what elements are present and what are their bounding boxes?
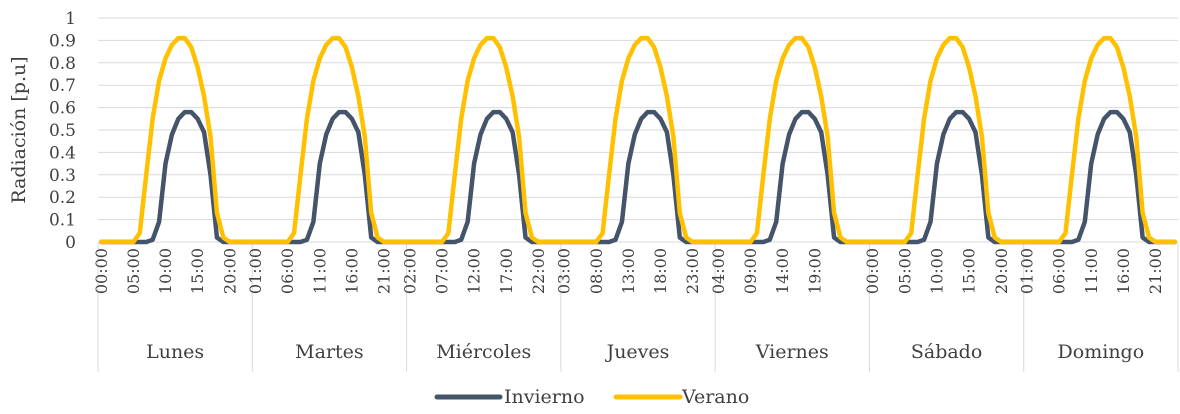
x-tick-label: 09:00 bbox=[741, 248, 760, 294]
day-label: Lunes bbox=[146, 341, 204, 363]
x-tick-label: 10:00 bbox=[928, 248, 947, 294]
legend-label: Invierno bbox=[504, 386, 585, 408]
day-label: Martes bbox=[295, 341, 364, 363]
day-label: Viernes bbox=[755, 341, 829, 363]
x-tick-label: 18:00 bbox=[651, 248, 670, 294]
x-tick-label: 14:00 bbox=[773, 248, 792, 294]
x-tick-label: 00:00 bbox=[863, 248, 882, 294]
x-tick-label: 06:00 bbox=[278, 248, 297, 294]
series-lines bbox=[98, 35, 1178, 245]
x-axis: Lunes 00:00 05:00 10:00 15:00 20:00 Martes 01:0… bbox=[92, 242, 1179, 372]
x-tick-label: 16:00 bbox=[1114, 248, 1133, 294]
y-tick-label: 0.6 bbox=[49, 99, 76, 119]
x-tick-label: 11:00 bbox=[310, 248, 329, 294]
day-label: Sábado bbox=[911, 341, 982, 363]
x-tick-label: 07:00 bbox=[433, 248, 452, 294]
day-label: Miércoles bbox=[436, 341, 531, 363]
day-label: Domingo bbox=[1058, 341, 1145, 363]
y-tick-label: 0 bbox=[65, 233, 76, 253]
series-line-invierno bbox=[98, 109, 1178, 245]
x-tick-label: 17:00 bbox=[497, 248, 516, 294]
series-line-verano bbox=[98, 35, 1178, 245]
legend-item-verano: Verano bbox=[613, 386, 749, 408]
y-axis: 00.1 0.20.3 0.40.50.6 0.70.8 0.91 bbox=[49, 9, 76, 253]
x-tick-label: 10:00 bbox=[156, 248, 175, 294]
y-tick-label: 0.1 bbox=[49, 211, 76, 231]
legend-label: Verano bbox=[681, 386, 749, 408]
x-tick-label: 15:00 bbox=[960, 248, 979, 294]
x-tick-label: 23:00 bbox=[683, 248, 702, 294]
y-tick-label: 0.8 bbox=[49, 54, 76, 74]
x-tick-label: 12:00 bbox=[465, 248, 484, 294]
x-tick-label: 21:00 bbox=[375, 248, 394, 294]
y-tick-label: 0.3 bbox=[49, 166, 76, 186]
y-axis-label: Radiación [p.u] bbox=[8, 56, 30, 203]
x-tick-label: 19:00 bbox=[805, 248, 824, 294]
x-tick-label: 04:00 bbox=[709, 248, 728, 294]
x-tick-label: 02:00 bbox=[400, 248, 419, 294]
day-label: Jueves bbox=[605, 341, 670, 363]
x-tick-label: 06:00 bbox=[1050, 248, 1069, 294]
y-tick-label: 0.5 bbox=[49, 121, 76, 141]
y-tick-label: 0.4 bbox=[49, 143, 76, 163]
legend-item-invierno: Invierno bbox=[434, 386, 585, 408]
y-tick-label: 1 bbox=[65, 9, 76, 29]
x-tick-label: 20:00 bbox=[992, 248, 1011, 294]
legend: Invierno Verano bbox=[434, 386, 749, 408]
x-tick-label: 01:00 bbox=[1018, 248, 1037, 294]
x-tick-label: 08:00 bbox=[587, 248, 606, 294]
x-tick-label: 15:00 bbox=[188, 248, 207, 294]
x-tick-label: 22:00 bbox=[529, 248, 548, 294]
x-tick-label: 05:00 bbox=[124, 248, 143, 294]
x-tick-label: 05:00 bbox=[895, 248, 914, 294]
x-tick-label: 16:00 bbox=[343, 248, 362, 294]
x-tick-label: 11:00 bbox=[1082, 248, 1101, 294]
x-tick-label: 21:00 bbox=[1146, 248, 1165, 294]
x-tick-label: 00:00 bbox=[92, 248, 111, 294]
y-tick-label: 0.7 bbox=[49, 76, 76, 96]
x-tick-label: 13:00 bbox=[619, 248, 638, 294]
y-tick-label: 0.9 bbox=[49, 31, 76, 51]
x-tick-label: 03:00 bbox=[555, 248, 574, 294]
x-tick-label: 20:00 bbox=[220, 248, 239, 294]
y-tick-label: 0.2 bbox=[49, 188, 76, 208]
x-tick-label: 01:00 bbox=[246, 248, 265, 294]
